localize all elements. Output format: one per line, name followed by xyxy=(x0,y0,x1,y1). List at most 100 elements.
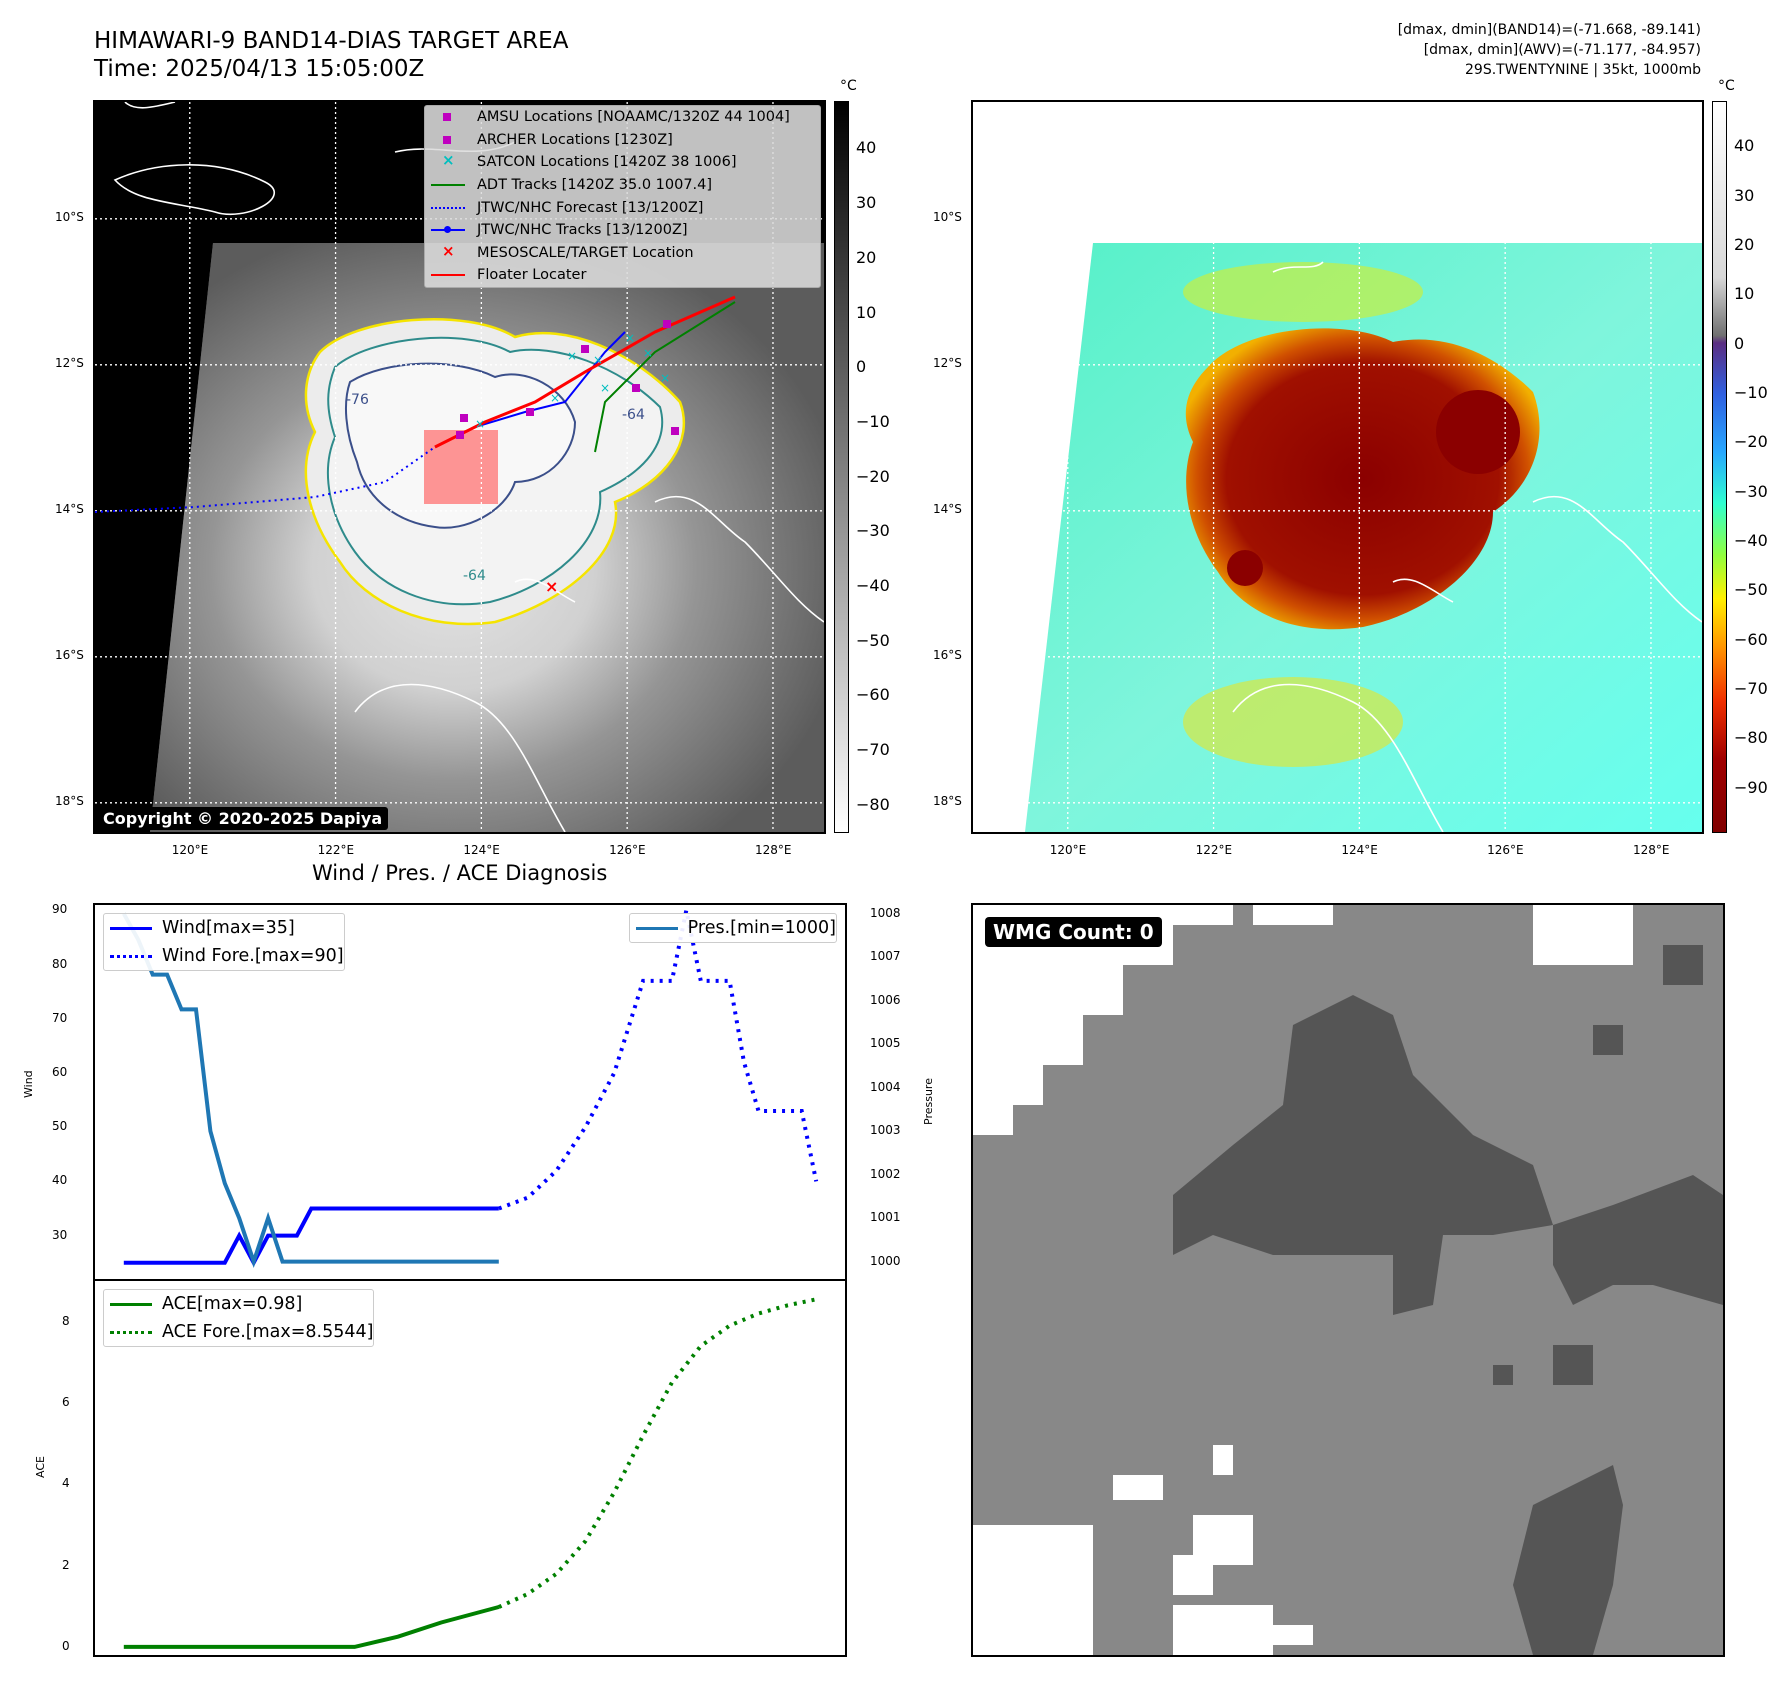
map-legend-label: JTWC/NHC Tracks [13/1200Z] xyxy=(477,222,688,239)
lat-label: 14°S xyxy=(933,501,962,516)
satcon-marker: × xyxy=(600,381,610,395)
info-awv: [dmax, dmin](AWV)=(-71.177, -84.957) xyxy=(1423,42,1701,58)
colorbar-tick: −30 xyxy=(856,521,890,541)
lon-label: 126°E xyxy=(609,843,646,857)
contour-label-64b: -64 xyxy=(463,568,486,584)
colorbar-tick: −70 xyxy=(1734,678,1768,698)
series-line-wind-fore- xyxy=(498,909,819,1211)
awv-map-canvas xyxy=(973,102,1702,832)
colorbar-tick: 40 xyxy=(856,138,877,158)
wind-tick: 40 xyxy=(52,1173,68,1188)
legend-wind-fore: Wind Fore.[max=90] xyxy=(104,942,344,970)
colorbar-tick: −70 xyxy=(856,739,890,759)
satcon-marker: × xyxy=(643,346,653,360)
lat-label: 10°S xyxy=(55,209,84,224)
wind-tick: 80 xyxy=(52,956,68,971)
adt-track xyxy=(594,301,736,453)
map-legend: AMSU Locations [NOAAMC/1320Z 44 1004] ARC… xyxy=(424,105,821,288)
legend-ace-fore-label: ACE Fore.[max=8.5544] xyxy=(162,1322,374,1342)
colorbar-tick: −10 xyxy=(1734,383,1768,402)
legend-ace: ACE[max=0.98] xyxy=(104,1290,373,1318)
lat-label: 12°S xyxy=(55,355,84,370)
lon-label: 120°E xyxy=(1049,843,1087,857)
info-band14: [dmax, dmin](BAND14)=(-71.668, -89.141) xyxy=(1397,22,1701,38)
pressure-tick: 1005 xyxy=(870,1036,901,1051)
lat-label: 18°S xyxy=(933,793,962,808)
map-legend-swatch xyxy=(431,201,465,215)
satcon-marker: × xyxy=(660,371,670,385)
ace-tick: 0 xyxy=(62,1638,70,1653)
series-line-pres- xyxy=(122,912,499,1268)
pressure-tick: 1002 xyxy=(870,1166,901,1181)
map-legend-label: JTWC/NHC Forecast [13/1200Z] xyxy=(477,199,704,216)
lon-label: 124°E xyxy=(1341,843,1378,857)
map-legend-item: AMSU Locations [NOAAMC/1320Z 44 1004] xyxy=(425,106,820,129)
band14-colorbar xyxy=(834,101,849,833)
legend-ace-fore-swatch xyxy=(110,1325,152,1339)
map-legend-swatch: × xyxy=(442,151,455,170)
pressure-tick: 1001 xyxy=(870,1210,901,1225)
colorbar-tick: −80 xyxy=(856,794,890,814)
series-line-wind xyxy=(123,1206,499,1267)
ace-tick: 8 xyxy=(62,1313,70,1328)
colorbar-tick: −40 xyxy=(856,575,890,595)
contour-label-64a: -64 xyxy=(622,407,645,423)
map-legend-label: ARCHER Locations [1230Z] xyxy=(477,131,673,148)
legend-ace-swatch xyxy=(110,1297,152,1311)
legend-pres: Pres.[min=1000] xyxy=(630,914,836,942)
wmg-canvas xyxy=(973,905,1723,1655)
awv-map xyxy=(971,100,1704,834)
figure-time: Time: 2025/04/13 15:05:00Z xyxy=(94,56,425,82)
wmg-panel: WMG Count: 0 xyxy=(971,903,1725,1657)
wind-ylabel: Wind xyxy=(22,1070,35,1098)
map-legend-label: AMSU Locations [NOAAMC/1320Z 44 1004] xyxy=(477,109,790,126)
wind-tick: 50 xyxy=(52,1119,68,1134)
pressure-tick: 1003 xyxy=(870,1123,901,1138)
pressure-tick: 1004 xyxy=(870,1079,901,1094)
awv-colorbar xyxy=(1712,101,1727,833)
map-legend-item: JTWC/NHC Tracks [13/1200Z] xyxy=(425,219,820,242)
band14-map-canvas: × × × × × × × × × -76 -64 -64 xyxy=(95,102,824,832)
wmg-count-badge: WMG Count: 0 xyxy=(985,917,1162,947)
wind-tick: 70 xyxy=(52,1010,68,1025)
ace-canvas xyxy=(123,1297,817,1649)
lat-label: 16°S xyxy=(933,647,962,662)
legend-wind: Wind[max=35] xyxy=(104,914,344,942)
satcon-marker: × xyxy=(550,391,560,405)
info-storm: 29S.TWENTYNINE | 35kt, 1000mb xyxy=(1465,62,1701,78)
lon-label: 120°E xyxy=(171,843,209,857)
wind-tick: 90 xyxy=(52,902,68,917)
target-area-box xyxy=(424,430,498,504)
colorbar-tick: −50 xyxy=(856,630,890,650)
colorbar-tick: −80 xyxy=(1734,728,1768,748)
awv-colorbar-unit: °C xyxy=(1718,78,1735,94)
lat-label: 12°S xyxy=(933,355,962,370)
copyright-badge: Copyright © 2020-2025 Dapiya xyxy=(97,807,389,830)
satcon-marker: × xyxy=(475,417,485,431)
satcon-marker: × xyxy=(567,349,577,363)
lon-label: 128°E xyxy=(754,843,792,857)
lon-label: 128°E xyxy=(1632,843,1670,857)
satcon-markers: × × × × × × × × xyxy=(475,331,670,431)
lon-label: 126°E xyxy=(1487,843,1524,857)
contour-label-76: -76 xyxy=(346,392,369,408)
map-legend-item: × MESOSCALE/TARGET Location xyxy=(425,242,820,265)
pressure-tick: 1007 xyxy=(870,949,901,964)
pressure-ylabel: Pressure xyxy=(922,1078,935,1125)
legend-pres-label: Pres.[min=1000] xyxy=(687,918,836,938)
map-legend-swatch xyxy=(431,110,465,124)
colorbar-tick: 40 xyxy=(1734,136,1755,156)
band14-colorbar-unit: °C xyxy=(840,78,857,94)
satcon-marker: × xyxy=(625,331,635,345)
colorbar-tick: −60 xyxy=(1734,629,1768,649)
coastlines xyxy=(113,102,824,832)
lon-label: 122°E xyxy=(317,843,355,857)
jtwc-forecast-track xyxy=(95,446,436,513)
lon-label: 122°E xyxy=(1195,843,1233,857)
awv-coastlines xyxy=(1232,261,1702,832)
pressure-legend: Pres.[min=1000] xyxy=(628,913,837,943)
colorbar-tick: −50 xyxy=(1734,580,1768,600)
map-legend-swatch xyxy=(431,223,465,237)
wmg-dark-regions xyxy=(1173,945,1723,1655)
map-legend-swatch: × xyxy=(442,241,455,260)
